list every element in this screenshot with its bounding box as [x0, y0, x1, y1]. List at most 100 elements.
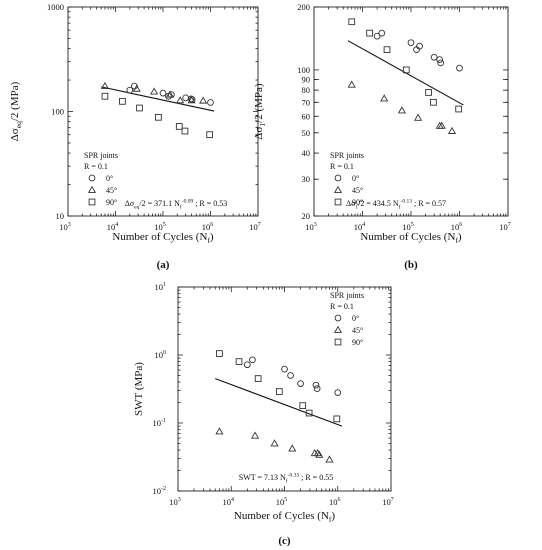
plot-frame	[67, 6, 259, 217]
legend-marker	[334, 314, 342, 322]
legend-marker	[334, 338, 342, 346]
panel-label: (c)	[278, 535, 291, 547]
chart-panel-3: 103 104 105 106 107 10-2 10-1 100 101 SPR joints R…	[133, 282, 394, 547]
data-point	[414, 113, 423, 121]
data-point	[402, 66, 410, 74]
x-tick-label: 105	[402, 222, 414, 232]
data-point	[182, 94, 190, 102]
data-point	[288, 444, 297, 452]
x-tick-label: 104	[354, 222, 366, 232]
y-tick-label: 200	[297, 2, 310, 12]
data-point	[181, 127, 189, 135]
data-point	[397, 106, 407, 114]
fit-line	[101, 86, 215, 112]
legend-label: 90°	[352, 198, 363, 207]
data-point	[455, 105, 462, 113]
series-triangle	[215, 427, 334, 463]
legend-title: SPR joints	[330, 291, 364, 300]
x-tick-label: 105	[154, 222, 166, 232]
series-circle	[243, 356, 342, 396]
series-triangle	[100, 81, 208, 104]
legend-subtitle: R = 0.1	[84, 162, 108, 171]
y-tick-label: 80	[302, 85, 311, 95]
data-point	[334, 389, 342, 396]
legend-label: 0°	[352, 314, 359, 323]
data-point	[447, 126, 457, 134]
data-point	[235, 358, 243, 365]
data-point	[187, 95, 195, 103]
legend-marker	[87, 185, 97, 193]
x-tick-label: 103	[169, 497, 181, 507]
legend-label: 90°	[352, 338, 363, 347]
data-point	[416, 42, 423, 50]
x-tick-label: 104	[223, 497, 235, 507]
x-tick-label: 107	[249, 222, 261, 232]
data-point	[199, 96, 208, 104]
data-point	[243, 361, 251, 369]
data-point	[136, 104, 143, 112]
data-point	[281, 365, 288, 373]
data-point	[425, 89, 432, 96]
panel-label: (a)	[157, 259, 170, 271]
y-axis-label: SWT (MPa)	[133, 362, 145, 416]
data-point	[430, 98, 437, 106]
data-point	[250, 431, 260, 439]
plot-frame	[313, 6, 509, 217]
fit-line	[215, 378, 343, 427]
data-point	[206, 131, 214, 139]
data-point	[132, 84, 141, 92]
data-point	[366, 29, 373, 37]
x-axis-label: Number of Cycles (Nf)	[234, 510, 336, 524]
legend-marker	[334, 198, 342, 206]
data-point	[159, 89, 167, 97]
legend-label: 90°	[106, 198, 117, 207]
data-point	[313, 448, 322, 457]
y-tick-label: 50	[302, 128, 311, 138]
data-point	[175, 123, 183, 130]
panel-label: (b)	[404, 259, 418, 271]
x-tick-label: 104	[107, 222, 119, 232]
data-point	[456, 64, 463, 72]
data-point	[155, 113, 162, 121]
data-point	[333, 415, 341, 423]
x-tick-label: 106	[202, 222, 214, 232]
legend-label: 45°	[352, 326, 363, 335]
series-circle	[373, 29, 463, 72]
data-point	[305, 409, 313, 417]
data-point	[315, 450, 324, 458]
y-tick-label: 30	[302, 174, 311, 184]
data-point	[176, 96, 185, 104]
y-tick-label: 40	[302, 148, 311, 158]
series-triangle	[347, 80, 457, 134]
data-point	[215, 427, 224, 435]
legend-label: 0°	[352, 174, 359, 183]
legend-label: 45°	[106, 186, 117, 195]
data-point	[373, 32, 381, 40]
y-tick-label: 101	[155, 282, 167, 292]
legend-marker	[333, 185, 343, 193]
fit-equation: Δσeq/2 = 371.1 Nf-0.09 ; R = 0.53	[125, 199, 228, 211]
legend-title: SPR joints	[330, 151, 364, 160]
data-point	[187, 96, 196, 104]
legend-marker	[334, 174, 342, 182]
legend-label: 45°	[352, 186, 363, 195]
data-point	[254, 375, 262, 382]
y-tick-label: 20	[302, 211, 311, 221]
y-tick-label: 1000	[47, 2, 64, 12]
data-point	[287, 372, 294, 379]
series-square	[348, 18, 462, 113]
fit-equation: SWT = 7.13 Nf-0.33 ; R = 0.55	[239, 473, 333, 485]
chart-panel-1: 103 104 105 106 107 10 100 1000 SPR joints R = 0.…	[9, 2, 261, 271]
fit-equation: Δσ1/2 = 434.5 Nf-0.13 ; R = 0.57	[346, 199, 446, 211]
data-point	[383, 46, 391, 54]
legend-title: SPR joints	[84, 151, 118, 160]
data-point	[325, 455, 334, 463]
x-axis-label: Number of Cycles (Nf)	[360, 231, 462, 245]
x-tick-label: 106	[329, 497, 341, 507]
x-tick-label: 107	[499, 222, 511, 232]
data-point	[126, 86, 134, 94]
data-point	[150, 87, 159, 95]
data-point	[100, 81, 110, 90]
